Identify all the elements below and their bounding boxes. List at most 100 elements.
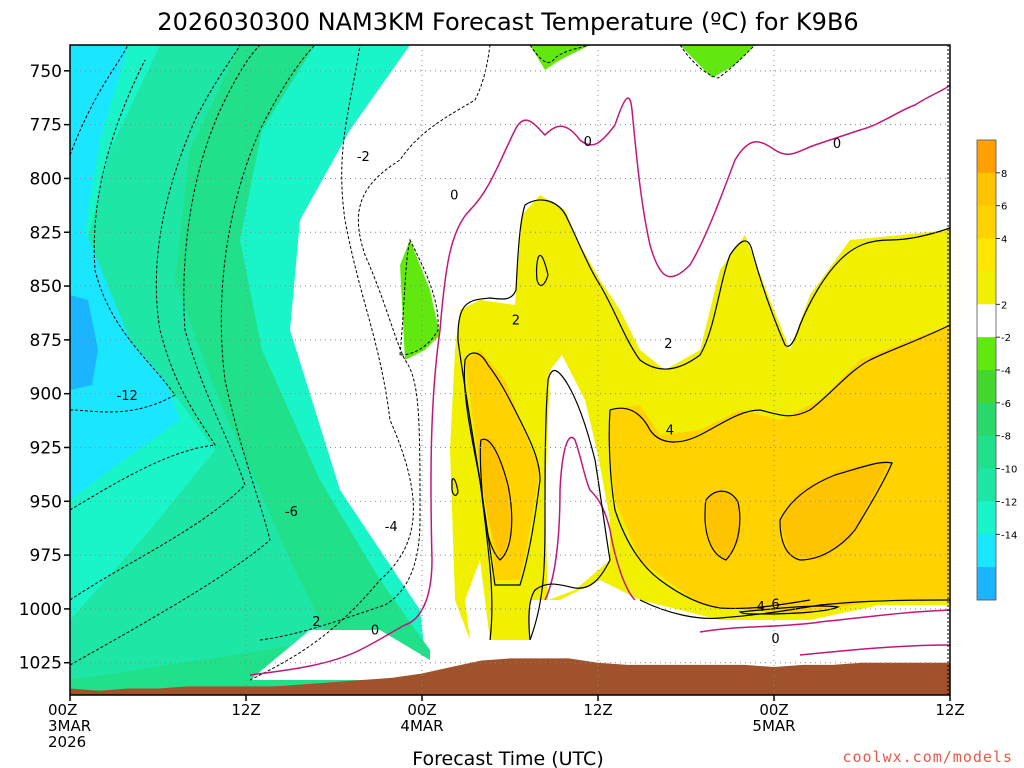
contour-plus-6-c — [779, 461, 893, 561]
contour-zero-loop — [544, 436, 636, 601]
contour-plus-2 — [457, 199, 950, 641]
colorbar-label: -12 — [1001, 497, 1017, 508]
fill-above-4-right — [608, 325, 950, 615]
x-axis-label: Forecast Time (UTC) — [412, 748, 603, 768]
plot-frame — [69, 44, 951, 696]
x-tick-label: 12Z — [583, 701, 612, 719]
contour-plus-4-6-bottom — [738, 605, 840, 615]
x-tick-label: 12Z — [935, 701, 964, 719]
fill-below-minus-12b — [70, 45, 180, 500]
colorbar-swatch — [977, 140, 996, 174]
y-tick-label: 800 — [30, 169, 62, 189]
colorbar-swatch — [977, 337, 996, 371]
colorbar-swatch — [977, 534, 996, 568]
colorbar-swatch — [977, 468, 996, 502]
contour-plus-6-b — [704, 490, 741, 561]
colorbar-label: 6 — [1001, 202, 1007, 213]
fill-white-gap — [545, 355, 610, 600]
colorbar-label: -6 — [1001, 399, 1011, 410]
y-tick-label: 1000 — [19, 600, 62, 620]
y-tick-label: 950 — [30, 492, 62, 512]
contour-label: -4 — [385, 520, 398, 535]
colorbar-swatch — [977, 172, 996, 207]
contour-minus-10 — [70, 45, 241, 511]
x-tick-label: 5MAR — [752, 717, 795, 735]
x-tick-label: 00Z — [48, 701, 77, 719]
y-tick-label: 875 — [30, 331, 62, 351]
fill-green-blob-mid — [400, 240, 440, 360]
fill-above-6-c — [780, 460, 890, 560]
contour-label: -6 — [285, 505, 298, 520]
fill-green-blob-top2 — [680, 45, 755, 78]
colorbar-label: 8 — [1001, 169, 1007, 180]
contour-label: -12 — [117, 389, 138, 404]
contour-line-layer — [70, 45, 950, 681]
contour-label: 2 — [312, 615, 320, 630]
colorbar-label: -4 — [1001, 366, 1011, 377]
x-tick-label: 3MAR — [48, 717, 91, 735]
colorbar-label: -2 — [1001, 333, 1011, 344]
temperature-fill-layer — [70, 45, 950, 695]
fill-green-blob-top — [530, 45, 590, 70]
contour-plus-4 — [463, 324, 950, 610]
contour-label: 6 — [771, 598, 779, 613]
contour-label: 2 — [512, 313, 520, 328]
contour-minus-6 — [70, 45, 316, 666]
colorbar-label: -14 — [1001, 530, 1017, 541]
fill-above-6-a — [480, 438, 512, 560]
contour-label: 0 — [450, 189, 458, 204]
y-tick-label: 850 — [30, 277, 62, 297]
colorbar-swatch — [977, 501, 996, 535]
contour-label: 4 — [666, 423, 674, 438]
contour-zero-bottom — [799, 644, 950, 656]
contour-label: 0 — [371, 623, 379, 638]
colorbar-swatch — [977, 567, 996, 601]
contour-zero-left — [249, 84, 950, 676]
contour-zero-lower-right — [699, 609, 950, 633]
fill-below-minus-14 — [70, 295, 98, 390]
contour-minus-2-top1 — [529, 45, 591, 63]
y-tick-label: 750 — [30, 62, 62, 82]
y-tick-label: 1025 — [19, 654, 62, 674]
contour-label: -2 — [357, 150, 370, 165]
contour-minus-8 — [70, 45, 261, 601]
colorbar-swatch — [977, 271, 996, 305]
colorbar-label: 4 — [1001, 235, 1007, 246]
contour-plus-2-small — [451, 254, 549, 496]
colorbar-swatch — [977, 304, 996, 338]
fill-below-minus-12 — [70, 45, 215, 620]
y-tick-label: 825 — [30, 223, 62, 243]
y-tick-label: 975 — [30, 546, 62, 566]
x-tick-label: 00Z — [759, 701, 788, 719]
colorbar-label: 2 — [1001, 300, 1007, 311]
colorbar-swatch — [977, 402, 996, 437]
contour-label: 0 — [771, 632, 779, 647]
x-tick-label: 4MAR — [400, 717, 443, 735]
colorbar-label: -10 — [1001, 465, 1017, 476]
colorbar-swatch — [977, 238, 996, 272]
y-tick-label: 925 — [30, 438, 62, 458]
chart-title: 2026030300 NAM3KM Forecast Temperature (… — [157, 8, 858, 36]
contour-minus-2-island — [399, 238, 439, 356]
contour-label: 4 — [757, 600, 765, 615]
colorbar-swatch — [977, 370, 996, 404]
contour-plus-6-a — [479, 438, 513, 561]
ground-surface — [70, 658, 950, 695]
contour-minus-2-top2 — [679, 45, 756, 79]
colorbar-swatch — [977, 205, 996, 239]
contour-label: 0 — [584, 135, 592, 150]
x-tick-label: 00Z — [407, 701, 436, 719]
x-tick-label: 12Z — [231, 701, 260, 719]
grid-lines — [70, 45, 950, 695]
colorbar-label: -8 — [1001, 432, 1011, 443]
y-axis: 750 775 800 825 850 875 900 925 950 975 1000 1025 — [19, 62, 70, 674]
contour-minus-2 — [259, 45, 491, 641]
contour-minus-12 — [70, 45, 176, 413]
contour-label: 0 — [833, 137, 841, 152]
colorbar-legend: 8 6 4 2 -2 -4 -6 -8 -10 -12 -14 — [976, 139, 1017, 601]
fill-above-6-b — [706, 488, 740, 560]
credit-text: coolwx.com/models — [842, 748, 1013, 766]
y-tick-label: 900 — [30, 385, 62, 405]
